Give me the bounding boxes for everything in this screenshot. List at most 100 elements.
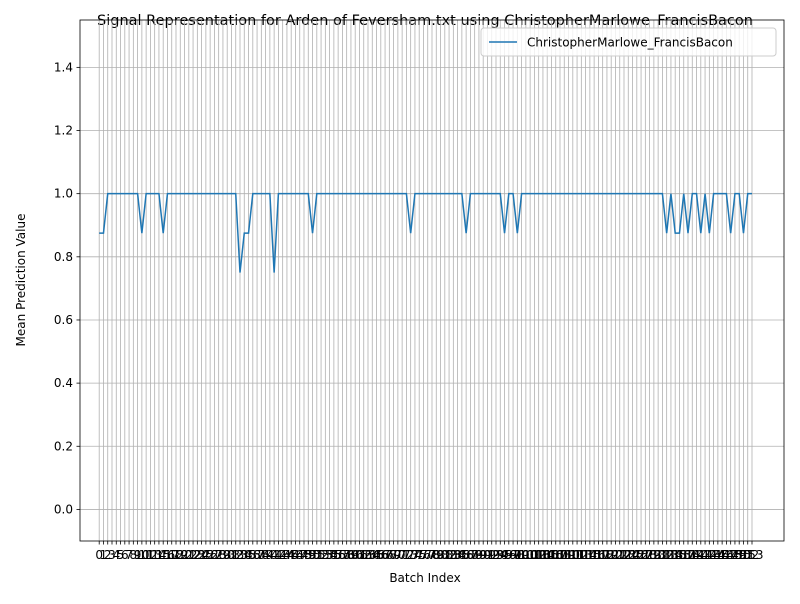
x-tick-label: 128 (634, 548, 657, 562)
x-tick-label: 138 (677, 548, 700, 562)
x-tick-label: 102 (523, 548, 546, 562)
y-tick-label: 1.0 (54, 187, 73, 201)
x-tick-label: 7 (125, 548, 133, 562)
x-tick-label: 101 (519, 548, 542, 562)
x-tick-label: 54 (322, 548, 337, 562)
x-tick-label: 73 (403, 548, 418, 562)
x-tick-label: 29 (215, 548, 230, 562)
y-axis-label: Mean Prediction Value (14, 214, 28, 347)
x-tick-label: 141 (689, 548, 712, 562)
x-tick-label: 60 (348, 548, 363, 562)
x-tick-label: 64 (365, 548, 380, 562)
x-tick-label: 96 (501, 548, 516, 562)
x-tick-label: 44 (279, 548, 294, 562)
x-tick-label: 31 (224, 548, 239, 562)
x-tick-label: 14 (151, 548, 166, 562)
x-tick-label: 86 (458, 548, 473, 562)
x-tick-label: 51 (309, 548, 324, 562)
x-tick-label: 5 (117, 548, 125, 562)
x-tick-label: 3 (108, 548, 116, 562)
x-tick-label: 140 (685, 548, 708, 562)
x-tick-label: 97 (505, 548, 520, 562)
x-tick-label: 83 (446, 548, 461, 562)
x-tick-label: 153 (741, 548, 764, 562)
x-tick-label: 63 (360, 548, 375, 562)
x-tick-label: 122 (608, 548, 631, 562)
x-tick-label: 87 (463, 548, 478, 562)
x-tick-label: 143 (698, 548, 721, 562)
x-tick-label: 20 (177, 548, 192, 562)
legend-box (480, 27, 777, 57)
x-tick-label: 28 (211, 548, 226, 562)
x-tick-label: 32 (228, 548, 243, 562)
x-tick-label: 15 (156, 548, 171, 562)
x-tick-label: 120 (600, 548, 623, 562)
x-tick-label: 66 (373, 548, 388, 562)
x-tick-label: 134 (659, 548, 682, 562)
x-tick-label: 88 (467, 548, 482, 562)
x-tick-label: 149 (723, 548, 746, 562)
x-tick-label: 137 (672, 548, 695, 562)
x-tick-label: 90 (476, 548, 491, 562)
x-tick-label: 105 (536, 548, 559, 562)
x-tick-label: 38 (254, 548, 269, 562)
x-tick-label: 93 (488, 548, 503, 562)
x-tick-label: 104 (531, 548, 554, 562)
chart-title: Signal Representation for Arden of Fever… (97, 13, 753, 29)
x-tick-label: 145 (706, 548, 729, 562)
x-tick-label: 55 (326, 548, 341, 562)
x-tick-label: 46 (288, 548, 303, 562)
x-tick-label: 144 (702, 548, 725, 562)
x-tick-label: 85 (454, 548, 469, 562)
x-tick-label: 34 (237, 548, 252, 562)
x-tick-label: 89 (471, 548, 486, 562)
x-tick-label: 47 (292, 548, 307, 562)
x-tick-label: 148 (719, 548, 742, 562)
x-tick-label: 21 (181, 548, 196, 562)
x-tick-label: 79 (429, 548, 444, 562)
legend-label: ChristopherMarlowe_FrancisBacon (527, 36, 733, 50)
x-tick-label: 113 (570, 548, 593, 562)
x-tick-label: 58 (339, 548, 354, 562)
x-tick-label: 56 (330, 548, 345, 562)
x-tick-label: 98 (510, 548, 525, 562)
x-tick-label: 53 (318, 548, 333, 562)
x-tick-label: 40 (262, 548, 277, 562)
x-tick-label: 100 (514, 548, 537, 562)
x-tick-label: 99 (514, 548, 529, 562)
x-tick-label: 24 (194, 548, 209, 562)
x-tick-label: 147 (715, 548, 738, 562)
x-tick-label: 69 (386, 548, 401, 562)
x-tick-label: 9 (134, 548, 142, 562)
x-tick-label: 4 (112, 548, 120, 562)
x-tick-label: 136 (668, 548, 691, 562)
y-tick-label: 1.4 (54, 60, 73, 74)
x-tick-label: 39 (258, 548, 273, 562)
x-tick-label: 125 (621, 548, 644, 562)
x-tick-label: 74 (407, 548, 422, 562)
x-tick-label: 127 (630, 548, 653, 562)
x-tick-label: 114 (574, 548, 597, 562)
x-tick-label: 62 (356, 548, 371, 562)
x-tick-label: 130 (642, 548, 665, 562)
x-tick-label: 1 (100, 548, 108, 562)
x-tick-label: 108 (549, 548, 572, 562)
x-tick-label: 18 (168, 548, 183, 562)
x-tick-label: 11 (138, 548, 153, 562)
x-tick-label: 13 (147, 548, 162, 562)
x-tick-label: 26 (202, 548, 217, 562)
x-tick-label: 25 (198, 548, 213, 562)
x-tick-label: 12 (143, 548, 158, 562)
x-tick-label: 17 (164, 548, 179, 562)
x-tick-label: 70 (390, 548, 405, 562)
data-line (99, 192, 752, 273)
x-tick-label: 2 (104, 548, 112, 562)
x-tick-label: 76 (416, 548, 431, 562)
x-tick-label: 135 (664, 548, 687, 562)
x-tick-label: 19 (173, 548, 188, 562)
x-tick-label: 112 (566, 548, 589, 562)
x-tick-label: 77 (420, 548, 435, 562)
